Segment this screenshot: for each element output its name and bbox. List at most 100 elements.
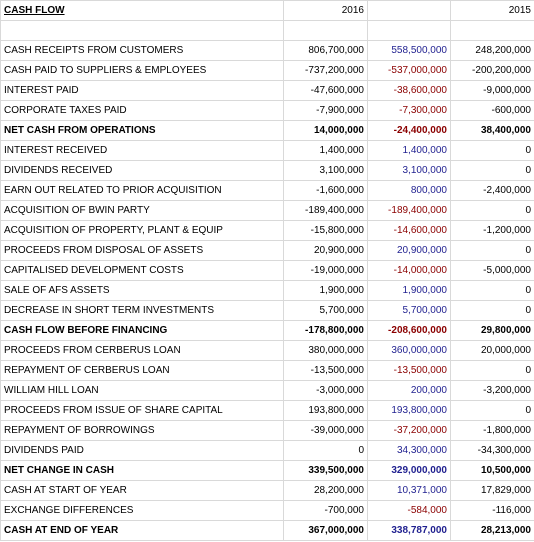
value-cell: -14,000,000: [367, 260, 451, 281]
value-cell: 1,400,000: [367, 140, 451, 161]
value-cell: 20,000,000: [450, 340, 534, 361]
value-cell: -1,200,000: [450, 220, 534, 241]
row-label: CASH FLOW BEFORE FINANCING: [0, 320, 284, 341]
table-row: INTEREST PAID -47,600,000 -38,600,000 -9,00…: [0, 80, 534, 101]
table-row: EXCHANGE DIFFERENCES -700,000 -584,000 -116…: [0, 500, 534, 521]
table-row: PROCEEDS FROM DISPOSAL OF ASSETS 20,900,0…: [0, 240, 534, 261]
value-cell: -2,400,000: [450, 180, 534, 201]
value-cell: 17,829,000: [450, 480, 534, 501]
table-row: PROCEEDS FROM ISSUE OF SHARE CAPITAL 193,…: [0, 400, 534, 421]
value-cell: -34,300,000: [450, 440, 534, 461]
value-cell: 558,500,000: [367, 40, 451, 61]
table-row: PROCEEDS FROM CERBERUS LOAN 380,000,000 36…: [0, 340, 534, 361]
row-label: DIVIDENDS PAID: [0, 440, 284, 461]
value-cell: 20,900,000: [283, 240, 368, 261]
value-cell: 38,400,000: [450, 120, 534, 141]
value-cell: -116,000: [450, 500, 534, 521]
value-cell: -38,600,000: [367, 80, 451, 101]
table-row: ACQUISITION OF BWIN PARTY -189,400,000 -18…: [0, 200, 534, 221]
table-row: REPAYMENT OF BORROWINGS -39,000,000 -37,20…: [0, 420, 534, 441]
value-cell: -39,000,000: [283, 420, 368, 441]
value-cell: -13,500,000: [367, 360, 451, 381]
value-cell: -13,500,000: [283, 360, 368, 381]
value-cell: -5,000,000: [450, 260, 534, 281]
value-cell: 193,800,000: [283, 400, 368, 421]
table-row: WILLIAM HILL LOAN -3,000,000 200,000 -3,200…: [0, 380, 534, 401]
table-row: SALE OF AFS ASSETS 1,900,000 1,900,000 0: [0, 280, 534, 301]
row-label: CASH AT END OF YEAR: [0, 520, 284, 541]
value-cell: -700,000: [283, 500, 368, 521]
table-row: CAPITALISED DEVELOPMENT COSTS -19,000,000…: [0, 260, 534, 281]
value-cell: 10,500,000: [450, 460, 534, 481]
row-label: CAPITALISED DEVELOPMENT COSTS: [0, 260, 284, 281]
table-body: CASH RECEIPTS FROM CUSTOMERS 806,700,000 5…: [0, 40, 534, 541]
row-label: ACQUISITION OF BWIN PARTY: [0, 200, 284, 221]
row-label: ACQUISITION OF PROPERTY, PLANT & EQUIP: [0, 220, 284, 241]
table-title: CASH FLOW: [0, 0, 284, 21]
row-label: DECREASE IN SHORT TERM INVESTMENTS: [0, 300, 284, 321]
value-cell: 34,300,000: [367, 440, 451, 461]
value-cell: 0: [450, 360, 534, 381]
table-row: CASH RECEIPTS FROM CUSTOMERS 806,700,000 5…: [0, 40, 534, 61]
value-cell: 338,787,000: [367, 520, 451, 541]
table-row: CORPORATE TAXES PAID -7,900,000 -7,300,000…: [0, 100, 534, 121]
row-label: NET CASH FROM OPERATIONS: [0, 120, 284, 141]
value-cell: 360,000,000: [367, 340, 451, 361]
value-cell: -19,000,000: [283, 260, 368, 281]
table-row: INTEREST RECEIVED 1,400,000 1,400,000 0: [0, 140, 534, 161]
year-header: 2016: [283, 0, 368, 21]
value-cell: -15,800,000: [283, 220, 368, 241]
value-cell: -7,300,000: [367, 100, 451, 121]
value-cell: -537,000,000: [367, 60, 451, 81]
value-cell: -3,000,000: [283, 380, 368, 401]
value-cell: 0: [450, 400, 534, 421]
value-cell: 380,000,000: [283, 340, 368, 361]
value-cell: -47,600,000: [283, 80, 368, 101]
value-cell: -189,400,000: [367, 200, 451, 221]
value-cell: 200,000: [367, 380, 451, 401]
value-cell: 0: [450, 300, 534, 321]
value-cell: -600,000: [450, 100, 534, 121]
value-cell: 3,100,000: [367, 160, 451, 181]
value-cell: -1,600,000: [283, 180, 368, 201]
value-cell: 0: [450, 160, 534, 181]
table-row: DIVIDENDS RECEIVED 3,100,000 3,100,000 0: [0, 160, 534, 181]
table-row: EARN OUT RELATED TO PRIOR ACQUISITION -1,…: [0, 180, 534, 201]
value-cell: 0: [450, 200, 534, 221]
row-label: EXCHANGE DIFFERENCES: [0, 500, 284, 521]
row-label: NET CHANGE IN CASH: [0, 460, 284, 481]
value-cell: 0: [283, 440, 368, 461]
value-cell: 28,213,000: [450, 520, 534, 541]
value-cell: -7,900,000: [283, 100, 368, 121]
value-cell: 3,100,000: [283, 160, 368, 181]
table-row: REPAYMENT OF CERBERUS LOAN -13,500,000 -13…: [0, 360, 534, 381]
year-header: 2015: [450, 0, 534, 21]
row-label: PROCEEDS FROM ISSUE OF SHARE CAPITAL: [0, 400, 284, 421]
value-cell: 193,800,000: [367, 400, 451, 421]
value-cell: 1,900,000: [283, 280, 368, 301]
row-label: PROCEEDS FROM DISPOSAL OF ASSETS: [0, 240, 284, 261]
table-row: NET CASH FROM OPERATIONS 14,000,000 -24,40…: [0, 120, 534, 141]
row-label: DIVIDENDS RECEIVED: [0, 160, 284, 181]
table-row: CASH PAID TO SUPPLIERS & EMPLOYEES -737,2…: [0, 60, 534, 81]
value-cell: -178,800,000: [283, 320, 368, 341]
row-label: CASH RECEIPTS FROM CUSTOMERS: [0, 40, 284, 61]
table-row: CASH AT END OF YEAR 367,000,000 338,787,00…: [0, 520, 534, 541]
value-cell: -1,800,000: [450, 420, 534, 441]
blank-row: [0, 20, 534, 41]
row-label: PROCEEDS FROM CERBERUS LOAN: [0, 340, 284, 361]
value-cell: -3,200,000: [450, 380, 534, 401]
value-cell: 248,200,000: [450, 40, 534, 61]
value-cell: -9,000,000: [450, 80, 534, 101]
value-cell: 5,700,000: [367, 300, 451, 321]
row-label: CORPORATE TAXES PAID: [0, 100, 284, 121]
value-cell: 806,700,000: [283, 40, 368, 61]
row-label: EARN OUT RELATED TO PRIOR ACQUISITION: [0, 180, 284, 201]
value-cell: -200,200,000: [450, 60, 534, 81]
table-row: CASH AT START OF YEAR 28,200,000 10,371,00…: [0, 480, 534, 501]
value-cell: 14,000,000: [283, 120, 368, 141]
value-cell: 29,800,000: [450, 320, 534, 341]
header-row: CASH FLOW 2016 2015: [0, 0, 534, 21]
